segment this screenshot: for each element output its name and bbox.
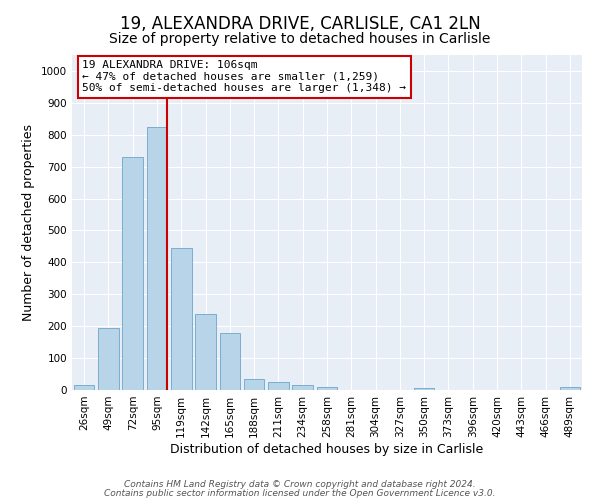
Bar: [220, 333, 240, 390]
Text: Contains public sector information licensed under the Open Government Licence v3: Contains public sector information licen…: [104, 489, 496, 498]
Bar: [414, 388, 434, 390]
Text: Contains HM Land Registry data © Crown copyright and database right 2024.: Contains HM Land Registry data © Crown c…: [124, 480, 476, 489]
Bar: [317, 388, 337, 390]
Bar: [244, 379, 265, 390]
Text: 19, ALEXANDRA DRIVE, CARLISLE, CA1 2LN: 19, ALEXANDRA DRIVE, CARLISLE, CA1 2LN: [119, 15, 481, 33]
Bar: [98, 328, 119, 390]
Bar: [292, 385, 313, 390]
Bar: [74, 385, 94, 390]
X-axis label: Distribution of detached houses by size in Carlisle: Distribution of detached houses by size …: [170, 442, 484, 456]
Y-axis label: Number of detached properties: Number of detached properties: [22, 124, 35, 321]
Bar: [195, 314, 216, 390]
Bar: [122, 157, 143, 390]
Bar: [146, 127, 167, 390]
Text: 19 ALEXANDRA DRIVE: 106sqm
← 47% of detached houses are smaller (1,259)
50% of s: 19 ALEXANDRA DRIVE: 106sqm ← 47% of deta…: [82, 60, 406, 93]
Bar: [560, 388, 580, 390]
Text: Size of property relative to detached houses in Carlisle: Size of property relative to detached ho…: [109, 32, 491, 46]
Bar: [268, 382, 289, 390]
Bar: [171, 248, 191, 390]
